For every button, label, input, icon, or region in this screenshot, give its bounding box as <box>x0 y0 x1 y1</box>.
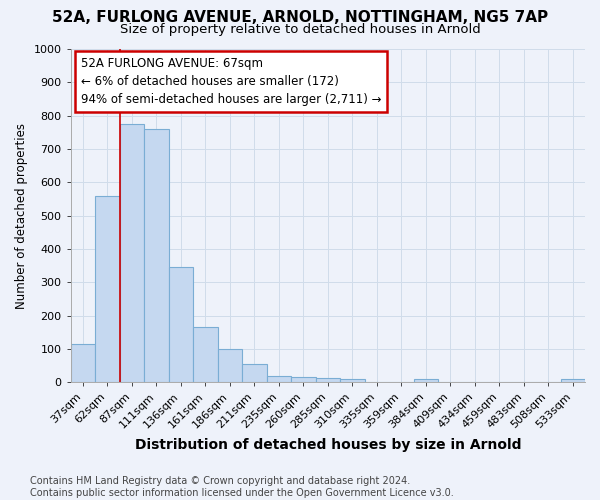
Bar <box>316 378 340 382</box>
Bar <box>218 349 242 382</box>
Bar <box>169 268 193 382</box>
Bar <box>242 364 266 382</box>
Bar <box>144 129 169 382</box>
Bar <box>413 379 438 382</box>
Bar <box>95 196 119 382</box>
Bar <box>560 379 585 382</box>
X-axis label: Distribution of detached houses by size in Arnold: Distribution of detached houses by size … <box>134 438 521 452</box>
Text: Size of property relative to detached houses in Arnold: Size of property relative to detached ho… <box>119 22 481 36</box>
Text: Contains HM Land Registry data © Crown copyright and database right 2024.
Contai: Contains HM Land Registry data © Crown c… <box>30 476 454 498</box>
Bar <box>266 376 291 382</box>
Bar <box>193 328 218 382</box>
Bar <box>291 377 316 382</box>
Bar <box>340 379 365 382</box>
Text: 52A, FURLONG AVENUE, ARNOLD, NOTTINGHAM, NG5 7AP: 52A, FURLONG AVENUE, ARNOLD, NOTTINGHAM,… <box>52 10 548 25</box>
Bar <box>71 344 95 382</box>
Y-axis label: Number of detached properties: Number of detached properties <box>15 122 28 308</box>
Text: 52A FURLONG AVENUE: 67sqm
← 6% of detached houses are smaller (172)
94% of semi-: 52A FURLONG AVENUE: 67sqm ← 6% of detach… <box>81 58 382 106</box>
Bar <box>119 124 144 382</box>
